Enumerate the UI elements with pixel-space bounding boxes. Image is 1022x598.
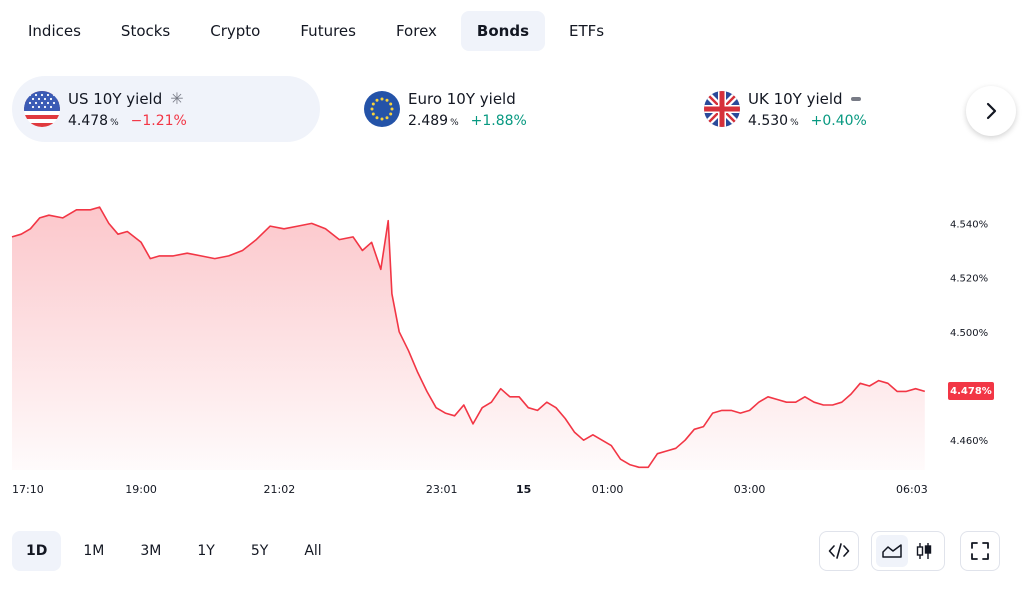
symbol-name: US 10Y yield bbox=[68, 89, 163, 108]
tab-futures[interactable]: Futures bbox=[300, 22, 356, 40]
series-area bbox=[12, 207, 925, 470]
yield-chart[interactable]: 4.540%4.520%4.500%4.480%4.460% 17:1019:0… bbox=[0, 150, 1022, 510]
y-tick-label: 4.500% bbox=[950, 328, 988, 339]
tab-indices[interactable]: Indices bbox=[28, 22, 81, 40]
y-tick-label: 4.540% bbox=[950, 219, 988, 230]
candlestick-chart-icon bbox=[916, 543, 932, 559]
range-1m[interactable]: 1M bbox=[83, 543, 105, 559]
range-1d[interactable]: 1D bbox=[12, 531, 62, 571]
y-tick-label: 4.520% bbox=[950, 274, 988, 285]
embed-code-icon bbox=[828, 543, 850, 559]
uk-flag-icon bbox=[704, 91, 740, 127]
x-tick-label: 19:00 bbox=[125, 483, 157, 496]
next-cards-button[interactable] bbox=[966, 86, 1016, 136]
range-3m[interactable]: 3M bbox=[140, 543, 162, 559]
symbol-change: −1.21% bbox=[130, 112, 187, 129]
range-5y[interactable]: 5Y bbox=[250, 543, 269, 559]
candlestick-chart-button[interactable] bbox=[908, 535, 940, 567]
tab-forex[interactable]: Forex bbox=[395, 22, 437, 40]
y-tick-label: 4.460% bbox=[950, 436, 988, 447]
x-tick-label: 15 bbox=[516, 483, 531, 496]
fullscreen-icon bbox=[971, 542, 989, 560]
symbol-name: UK 10Y yield bbox=[748, 89, 843, 108]
current-price-label: 4.478% bbox=[948, 382, 994, 400]
tab-stocks[interactable]: Stocks bbox=[120, 22, 171, 40]
card-us-10y[interactable]: US 10Y yield ✳ 4.478% −1.21% bbox=[12, 76, 320, 142]
tab-bonds[interactable]: Bonds bbox=[460, 11, 546, 51]
card-uk-10y[interactable]: UK 10Y yield 4.530% +0.40% bbox=[692, 76, 952, 142]
x-tick-label: 01:00 bbox=[592, 483, 624, 496]
range-selector: 1D 1M 3M 1Y 5Y All bbox=[12, 531, 336, 571]
area-chart-icon bbox=[882, 544, 902, 558]
x-tick-label: 21:02 bbox=[264, 483, 296, 496]
area-chart-button[interactable] bbox=[876, 535, 908, 567]
card-euro-10y[interactable]: Euro 10Y yield 2.489% +1.88% bbox=[352, 76, 652, 142]
eu-flag-icon bbox=[364, 91, 400, 127]
fullscreen-button[interactable] bbox=[964, 535, 996, 567]
symbol-value: 2.489% bbox=[408, 112, 459, 129]
range-all[interactable]: All bbox=[304, 543, 322, 559]
market-tabs: Indices Stocks Crypto Futures Forex Bond… bbox=[12, 11, 628, 51]
x-tick-label: 06:03 bbox=[896, 483, 928, 496]
symbol-value: 4.478% bbox=[68, 112, 119, 129]
tab-crypto[interactable]: Crypto bbox=[210, 22, 261, 40]
chart-type-tools bbox=[871, 531, 945, 571]
symbol-cards: US 10Y yield ✳ 4.478% −1.21% bbox=[12, 76, 1016, 142]
symbol-change: +0.40% bbox=[810, 112, 867, 129]
market-status-icon bbox=[850, 96, 861, 101]
chevron-right-icon bbox=[986, 102, 997, 120]
symbol-name: Euro 10Y yield bbox=[408, 89, 516, 108]
embed-tool bbox=[819, 531, 859, 571]
us-flag-icon bbox=[24, 91, 60, 127]
embed-code-button[interactable] bbox=[823, 535, 855, 567]
x-tick-label: 23:01 bbox=[426, 483, 458, 496]
tab-etfs[interactable]: ETFs bbox=[569, 22, 605, 40]
x-tick-label: 03:00 bbox=[734, 483, 766, 496]
market-closed-icon: ✳ bbox=[170, 88, 184, 108]
symbol-value: 4.530% bbox=[748, 112, 799, 129]
x-tick-label: 17:10 bbox=[12, 483, 44, 496]
symbol-change: +1.88% bbox=[470, 112, 527, 129]
range-1y[interactable]: 1Y bbox=[197, 543, 215, 559]
fullscreen-tool bbox=[960, 531, 1000, 571]
series-line bbox=[11, 206, 926, 469]
